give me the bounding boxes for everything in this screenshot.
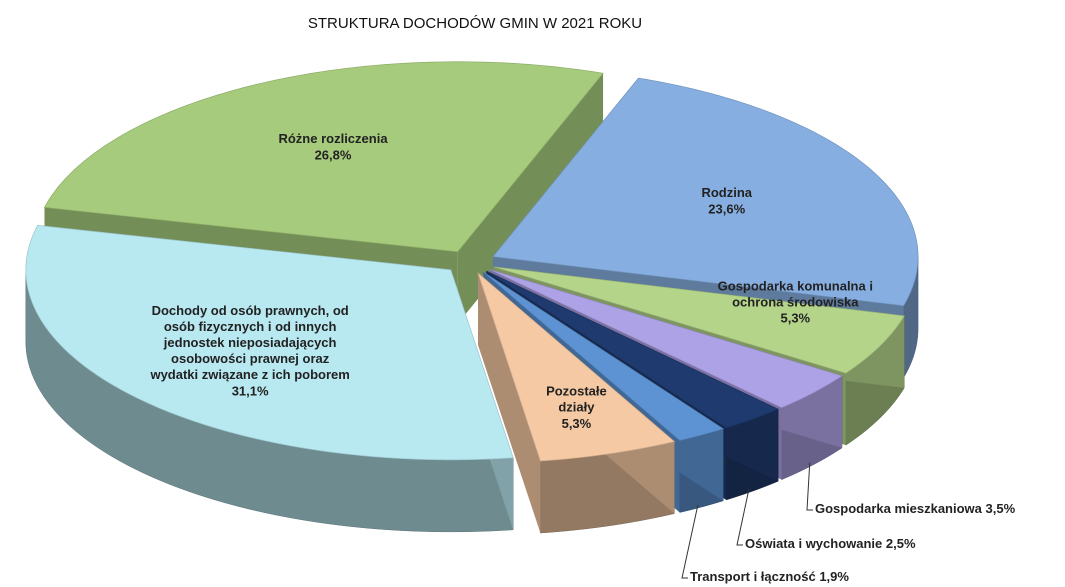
label-line: osobowości prawnej oraz xyxy=(171,351,330,366)
leader-line xyxy=(681,504,699,579)
label-line: Różne rozliczenia xyxy=(278,131,388,146)
category-name: Różne rozliczenia xyxy=(278,131,388,146)
value-label: 31,1% xyxy=(232,383,269,398)
value-label: 3,5% xyxy=(986,501,1016,516)
category-name: Oświata i wychowanie xyxy=(745,536,882,551)
category-name: Transport i łączność xyxy=(690,569,816,584)
leader-line xyxy=(736,488,750,546)
slice-label: Transport i łączność 1,9% xyxy=(690,569,849,584)
value-label: 5,3% xyxy=(562,416,592,431)
chart-title: STRUKTURA DOCHODÓW GMIN W 2021 ROKU xyxy=(308,15,642,32)
label-line: Pozostałe xyxy=(546,384,607,399)
value-label: 5,3% xyxy=(780,311,810,326)
category-name: Rodzina xyxy=(701,186,752,201)
label-line: działy xyxy=(558,400,595,415)
label-line: wydatki związane z ich poborem xyxy=(149,367,349,382)
category-name: Gospodarka komunalna i ochrona środowiska xyxy=(718,279,873,310)
slice xyxy=(25,225,514,461)
slice xyxy=(493,266,905,374)
category-name: Pozostałe działy xyxy=(546,384,607,415)
slice xyxy=(489,269,843,409)
slice-wall xyxy=(478,273,541,533)
slice-label: Oświata i wychowanie 2,5% xyxy=(745,536,916,551)
slice xyxy=(477,271,676,462)
slice xyxy=(492,77,919,307)
label-line: Gospodarka komunalna i xyxy=(718,279,873,294)
slice xyxy=(43,61,604,253)
label-line: jednostek nieposiadających xyxy=(163,335,337,350)
label-line: ochrona środowiska xyxy=(732,295,859,310)
category-name: Gospodarka mieszkaniowa xyxy=(815,501,983,516)
value-label: 23,6% xyxy=(708,202,745,217)
slice xyxy=(486,270,779,429)
value-label: 26,8% xyxy=(315,147,352,162)
slice-label: Gospodarka mieszkaniowa 3,5% xyxy=(815,501,1016,516)
label-line: Dochody od osób prawnych, od xyxy=(152,303,349,318)
label-line: osób fizycznych i od innych xyxy=(164,319,337,334)
leader-line xyxy=(806,462,813,511)
slice xyxy=(483,271,725,441)
label-line: Rodzina xyxy=(701,186,752,201)
value-label: 1,9% xyxy=(819,569,849,584)
category-name: Dochody od osób prawnych, od osób fizyczn… xyxy=(149,303,349,382)
value-label: 2,5% xyxy=(886,536,916,551)
